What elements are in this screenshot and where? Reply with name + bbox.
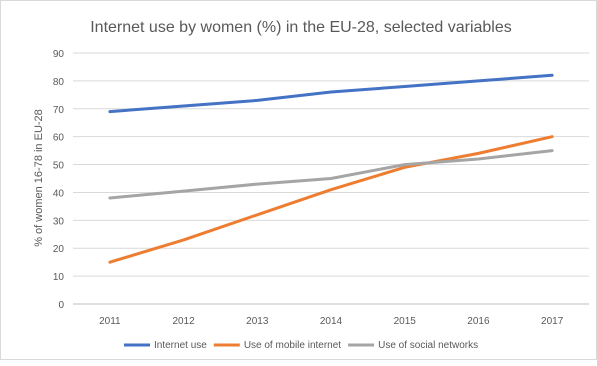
- series-lines: [108, 73, 554, 264]
- y-tick-label-50: 50: [53, 161, 65, 172]
- y-tick-label-90: 90: [53, 49, 65, 60]
- x-tick-label-2014: 2014: [320, 316, 343, 327]
- legend-label-2: Use of social networks: [378, 340, 478, 351]
- x-tick-label-2016: 2016: [467, 316, 490, 327]
- y-tick-label-0: 0: [58, 300, 64, 311]
- y-tick-label-40: 40: [53, 188, 65, 199]
- series-line-0: [108, 73, 554, 114]
- x-tick-label-2013: 2013: [246, 316, 269, 327]
- y-tick-label-30: 30: [53, 216, 65, 227]
- x-tick-label-2015: 2015: [394, 316, 417, 327]
- legend: Internet use Use of mobile internet Use of…: [124, 340, 478, 351]
- y-tick-label-60: 60: [53, 133, 65, 144]
- chart-title: Internet use by women (%) in the EU-28, …: [90, 19, 512, 36]
- series-line-2: [108, 149, 554, 200]
- y-tick-label-80: 80: [53, 77, 65, 88]
- x-tick-label-2012: 2012: [172, 316, 195, 327]
- series-line-1: [108, 135, 554, 264]
- x-tick-label-2017: 2017: [541, 316, 564, 327]
- legend-label-1: Use of mobile internet: [244, 340, 341, 351]
- legend-label-0: Internet use: [154, 340, 207, 351]
- y-tick-labels: 0 10 20 30 40 50 60 70 80 90: [53, 49, 65, 311]
- x-tick-label-2011: 2011: [99, 316, 121, 327]
- y-tick-label-20: 20: [53, 244, 65, 255]
- y-tick-label-70: 70: [53, 105, 65, 116]
- y-axis-label: % of women 16-78 in EU-28: [33, 109, 45, 247]
- y-tick-label-10: 10: [53, 272, 65, 283]
- x-tick-labels: 2011 2012 2013 2014 2015 2016 2017: [99, 316, 564, 327]
